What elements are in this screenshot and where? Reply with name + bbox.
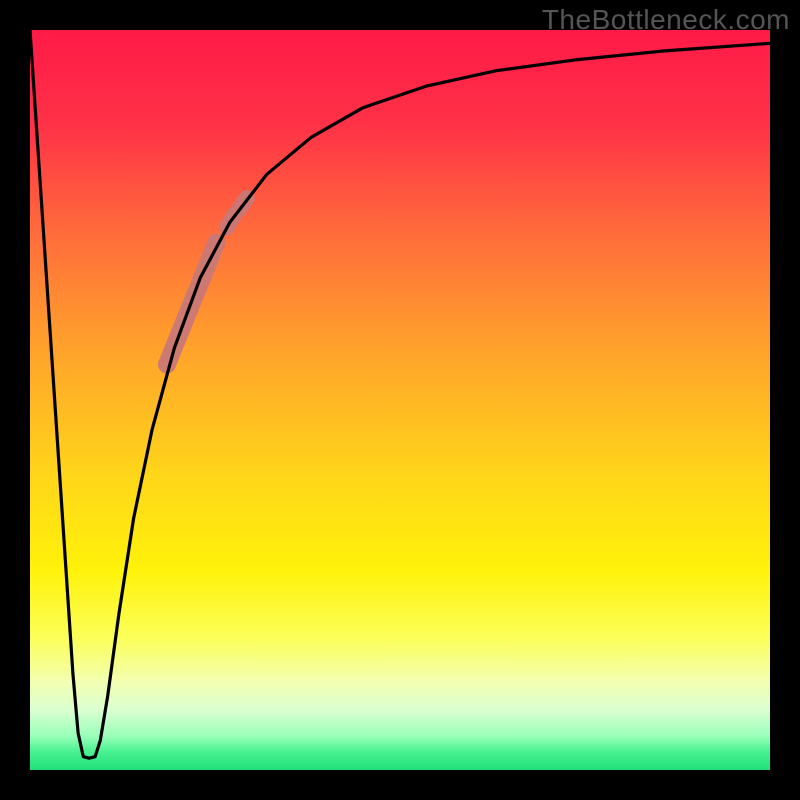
- watermark-label: TheBottleneck.com: [542, 4, 790, 36]
- bottleneck-chart: [30, 30, 770, 770]
- chart-frame: TheBottleneck.com: [0, 0, 800, 800]
- chart-background: [30, 30, 770, 770]
